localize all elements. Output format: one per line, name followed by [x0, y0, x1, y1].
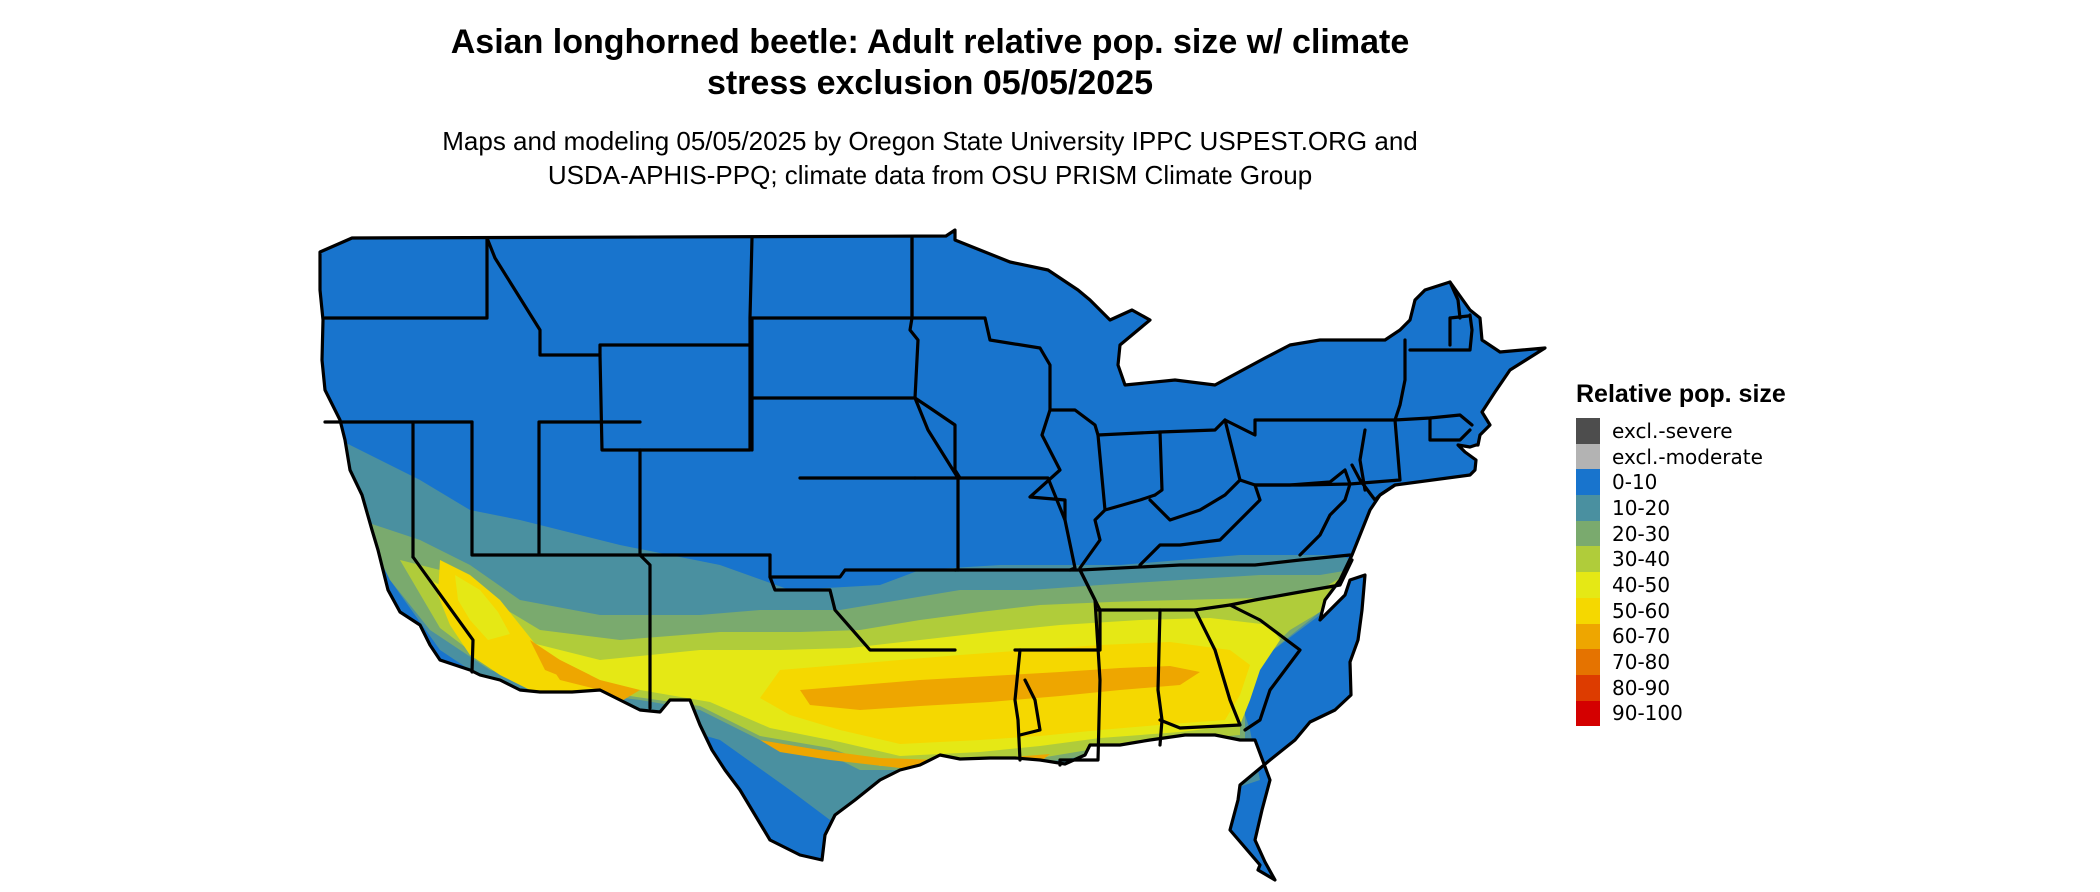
legend-label: excl.-moderate: [1612, 444, 1763, 469]
legend-item-90-100: 90-100: [1576, 700, 1896, 727]
legend-item-excl-severe: excl.-severe: [1576, 418, 1896, 444]
legend-swatch: [1576, 469, 1600, 496]
legend: Relative pop. size excl.-severe excl.-mo…: [1576, 378, 1896, 727]
legend-item-60-70: 60-70: [1576, 623, 1896, 650]
legend-item-10-20: 10-20: [1576, 495, 1896, 521]
legend-label: 30-40: [1612, 547, 1671, 572]
legend-item-excl-moderate: excl.-moderate: [1576, 443, 1896, 470]
legend-item-80-90: 80-90: [1576, 674, 1896, 701]
legend-item-40-50: 40-50: [1576, 572, 1896, 598]
map-subtitle: Maps and modeling 05/05/2025 by Oregon S…: [300, 124, 1560, 192]
state-borders: [318, 228, 1547, 882]
map-title-line-1: Asian longhorned beetle: Adult relative …: [450, 23, 1410, 61]
map-title-line-2: stress exclusion 05/05/2025: [706, 64, 1154, 102]
legend-swatch: [1576, 649, 1600, 675]
legend-label: 70-80: [1612, 650, 1671, 675]
legend-swatch: [1576, 623, 1600, 650]
legend-label: excl.-severe: [1612, 418, 1733, 443]
legend-item-70-80: 70-80: [1576, 649, 1896, 675]
legend-item-50-60: 50-60: [1576, 597, 1896, 624]
legend-label: 60-70: [1612, 624, 1671, 649]
map-title: Asian longhorned beetle: Adult relative …: [300, 22, 1560, 104]
legend-swatch: [1576, 674, 1600, 701]
legend-label: 90-100: [1612, 701, 1683, 726]
legend-label: 10-20: [1612, 495, 1671, 520]
map-subtitle-line-2: USDA-APHIS-PPQ; climate data from OSU PR…: [547, 160, 1313, 190]
legend-item-30-40: 30-40: [1576, 546, 1896, 573]
legend-swatch: [1576, 597, 1600, 624]
legend-swatch: [1576, 700, 1600, 727]
legend-label: 50-60: [1612, 598, 1671, 623]
legend-swatch: [1576, 572, 1600, 598]
legend-label: 0-10: [1612, 470, 1658, 495]
legend-swatch: [1576, 443, 1600, 470]
legend-items: excl.-severe excl.-moderate 0-10 10-20 2…: [1576, 418, 1896, 727]
map-subtitle-line-1: Maps and modeling 05/05/2025 by Oregon S…: [442, 126, 1418, 156]
legend-label: 40-50: [1612, 572, 1671, 597]
legend-label: 80-90: [1612, 675, 1671, 700]
us-map: [318, 228, 1547, 882]
legend-title: Relative pop. size: [1576, 380, 1786, 408]
legend-item-0-10: 0-10: [1576, 469, 1896, 496]
legend-item-20-30: 20-30: [1576, 520, 1896, 547]
legend-label: 20-30: [1612, 521, 1671, 546]
legend-swatch: [1576, 520, 1600, 547]
population-raster: [320, 230, 1545, 880]
legend-swatch: [1576, 418, 1600, 444]
legend-swatch: [1576, 546, 1600, 573]
legend-swatch: [1576, 495, 1600, 521]
